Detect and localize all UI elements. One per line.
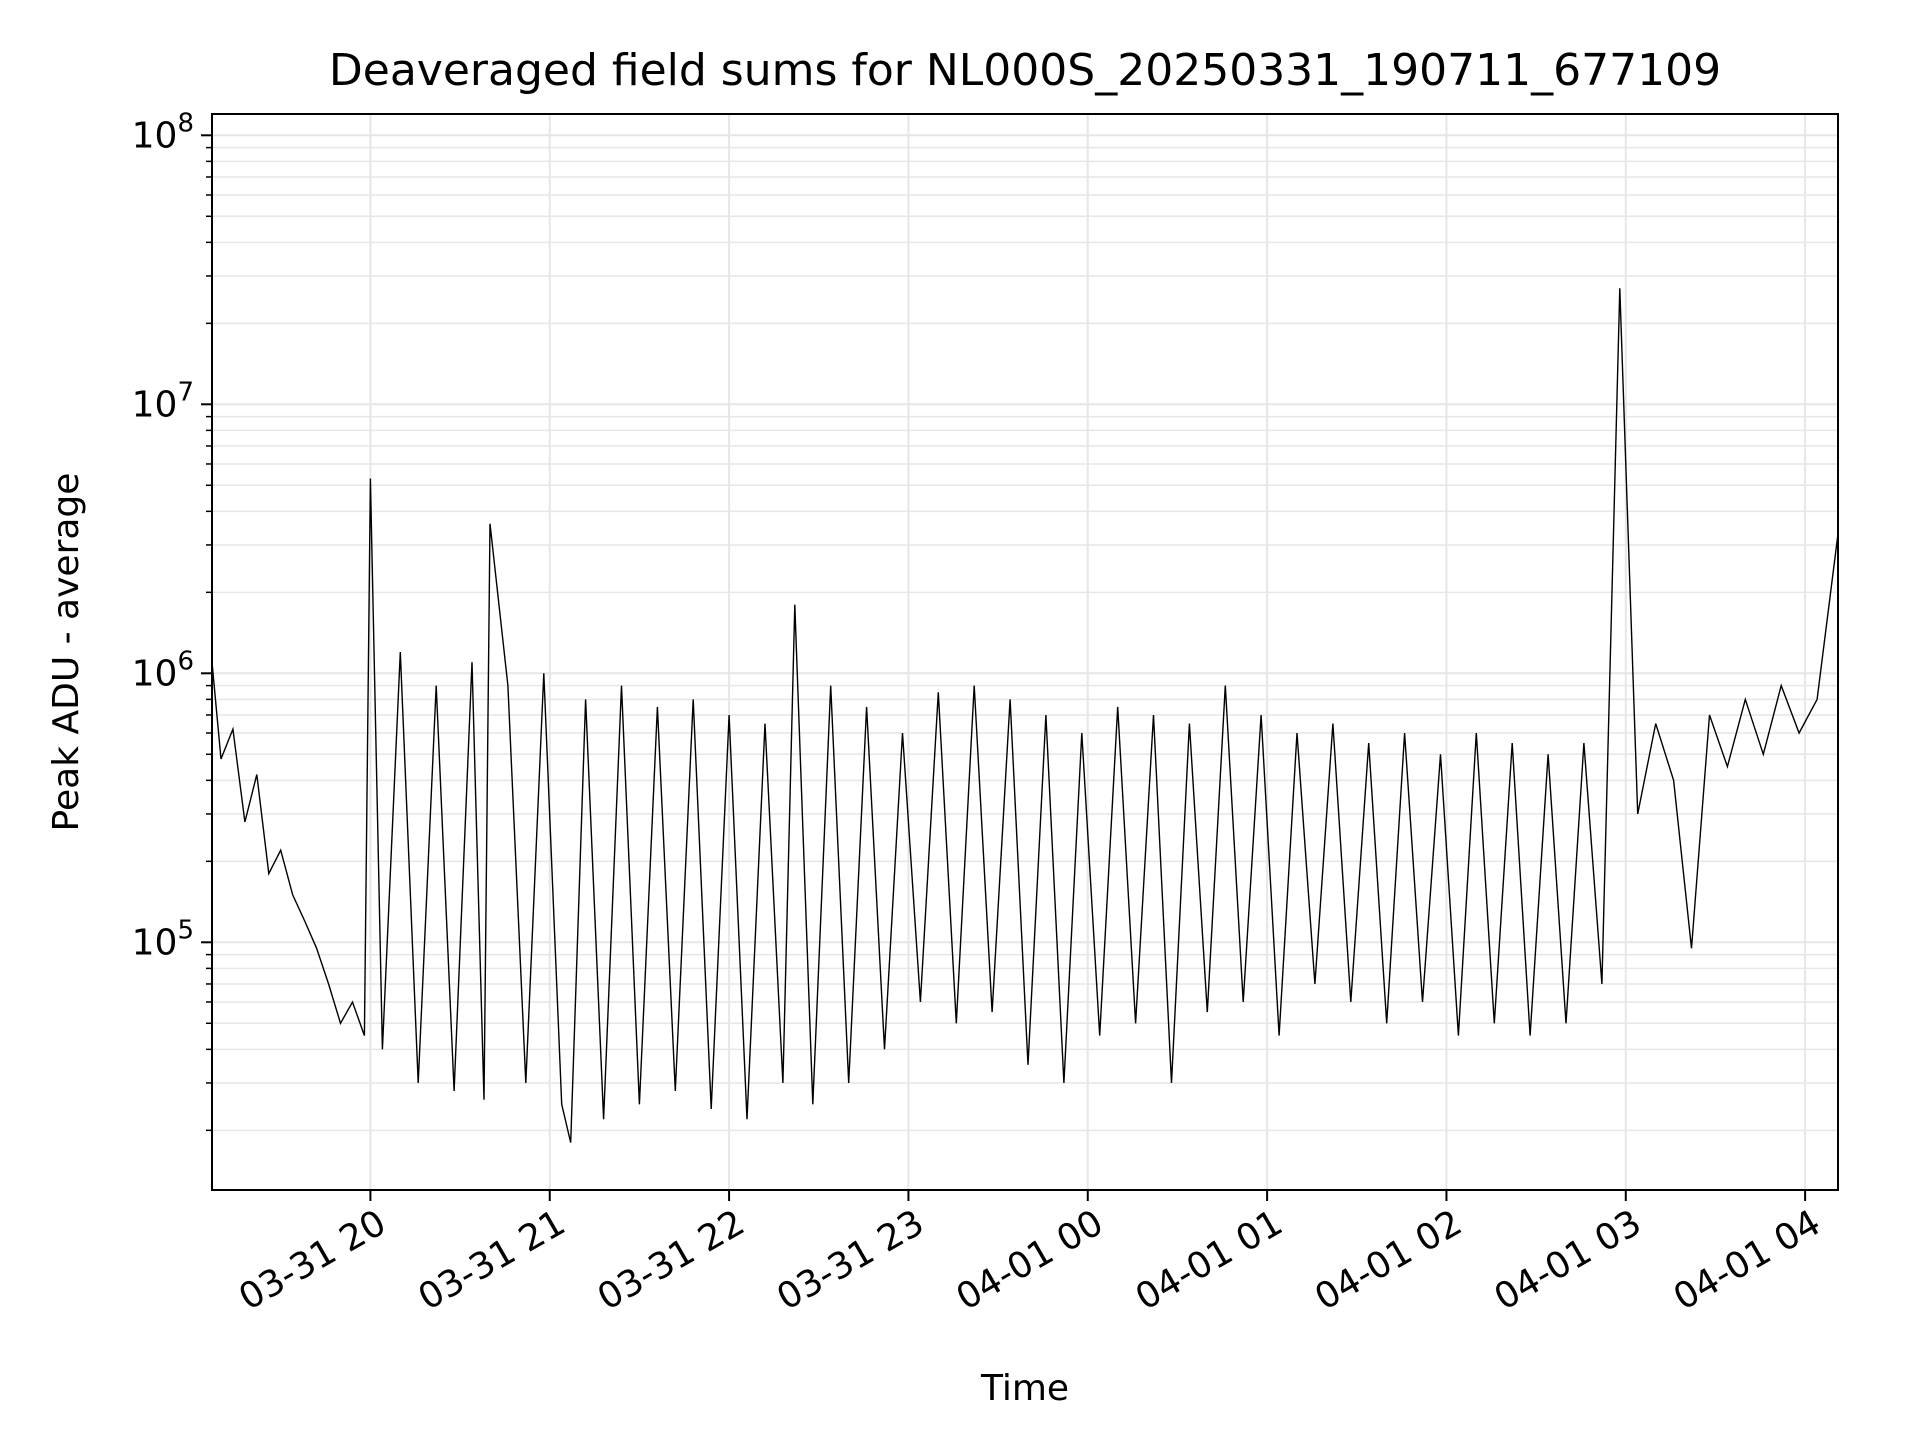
plot-frame <box>211 113 1839 1191</box>
series-line <box>211 288 1839 1143</box>
chart-title: Deaveraged field sums for NL000S_2025033… <box>329 45 1721 96</box>
y-tick-label: 106 <box>132 646 194 694</box>
x-axis-label: Time <box>980 1368 1069 1409</box>
data-series <box>211 288 1839 1143</box>
y-tick-label: 105 <box>132 915 194 963</box>
y-tick-label: 107 <box>132 377 194 425</box>
y-axis-ticks: 105 106 107 108 <box>132 108 212 1132</box>
y-tick-label: 108 <box>132 108 194 156</box>
y-axis-label: Peak ADU - average <box>46 473 87 832</box>
